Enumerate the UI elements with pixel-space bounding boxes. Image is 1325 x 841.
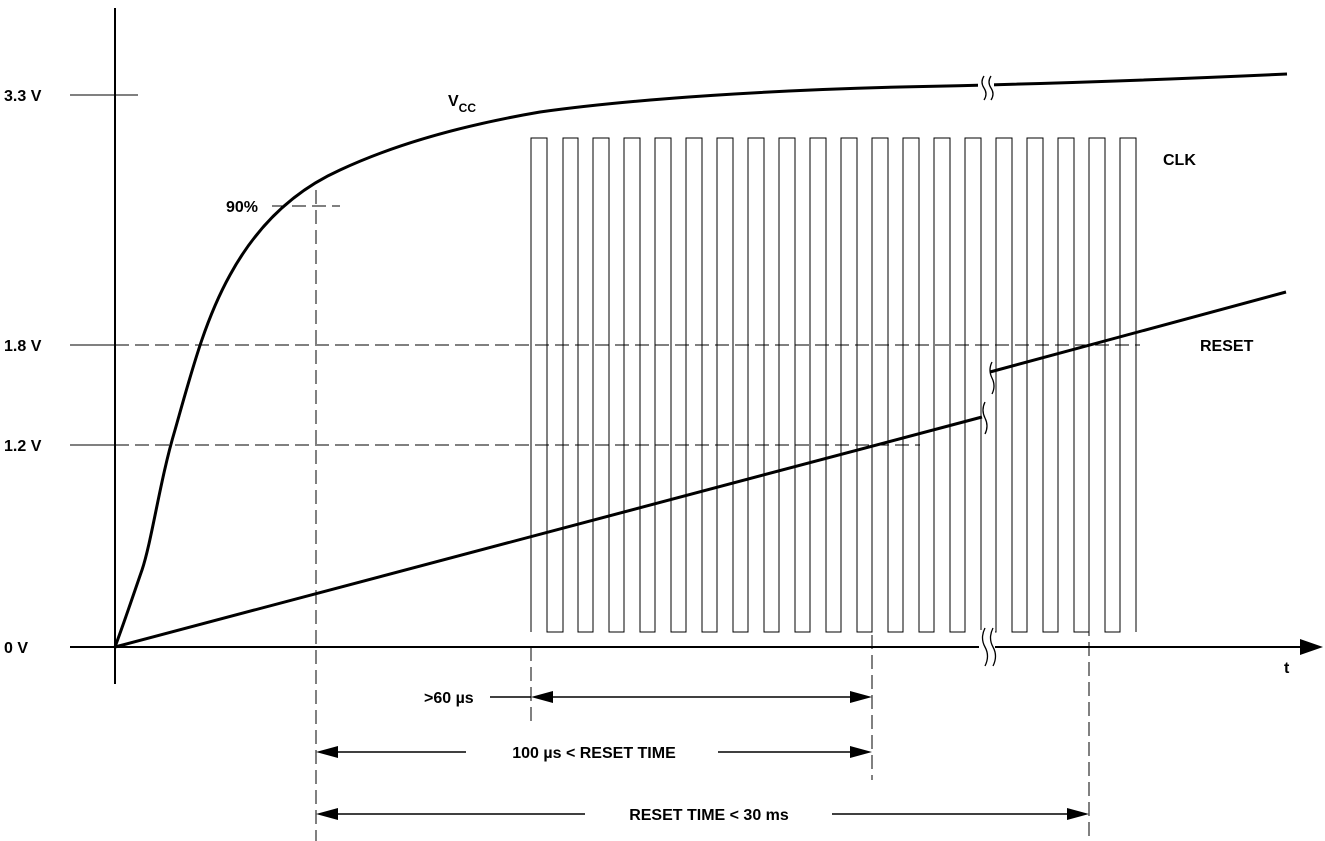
- vcc-time-break: [978, 75, 994, 101]
- dimension-min-reset-label: 100 µs < RESET TIME: [512, 745, 676, 762]
- y-label-1v2: 1.2 V: [4, 438, 42, 455]
- reset-time-break: [982, 361, 995, 435]
- x-axis-arrowhead: [1300, 639, 1323, 655]
- dimension-min-reset: 100 µs < RESET TIME: [316, 745, 872, 762]
- x-axis-time-break: [979, 627, 997, 667]
- y-label-1v8: 1.8 V: [4, 338, 42, 355]
- y-label-3v3: 3.3 V: [4, 88, 42, 105]
- dimension-min-clock-label: >60 µs: [424, 690, 474, 707]
- reset-ramp-after-break: [989, 290, 1287, 374]
- vcc-90pct-label: 90%: [226, 199, 258, 216]
- vcc-curve: [113, 72, 1288, 648]
- dimension-max-reset: RESET TIME < 30 ms: [316, 807, 1089, 824]
- dimension-min-clock: >60 µs: [424, 690, 872, 707]
- clk-label: CLK: [1163, 152, 1196, 169]
- y-label-0v: 0 V: [4, 640, 28, 657]
- dimension-max-reset-label: RESET TIME < 30 ms: [629, 807, 789, 824]
- vcc-label: VCC: [448, 93, 476, 115]
- x-axis-label: t: [1284, 660, 1290, 677]
- clk-waveform: [530, 137, 1137, 633]
- reset-label: RESET: [1200, 338, 1254, 355]
- reset-ramp-before-break: [114, 415, 983, 649]
